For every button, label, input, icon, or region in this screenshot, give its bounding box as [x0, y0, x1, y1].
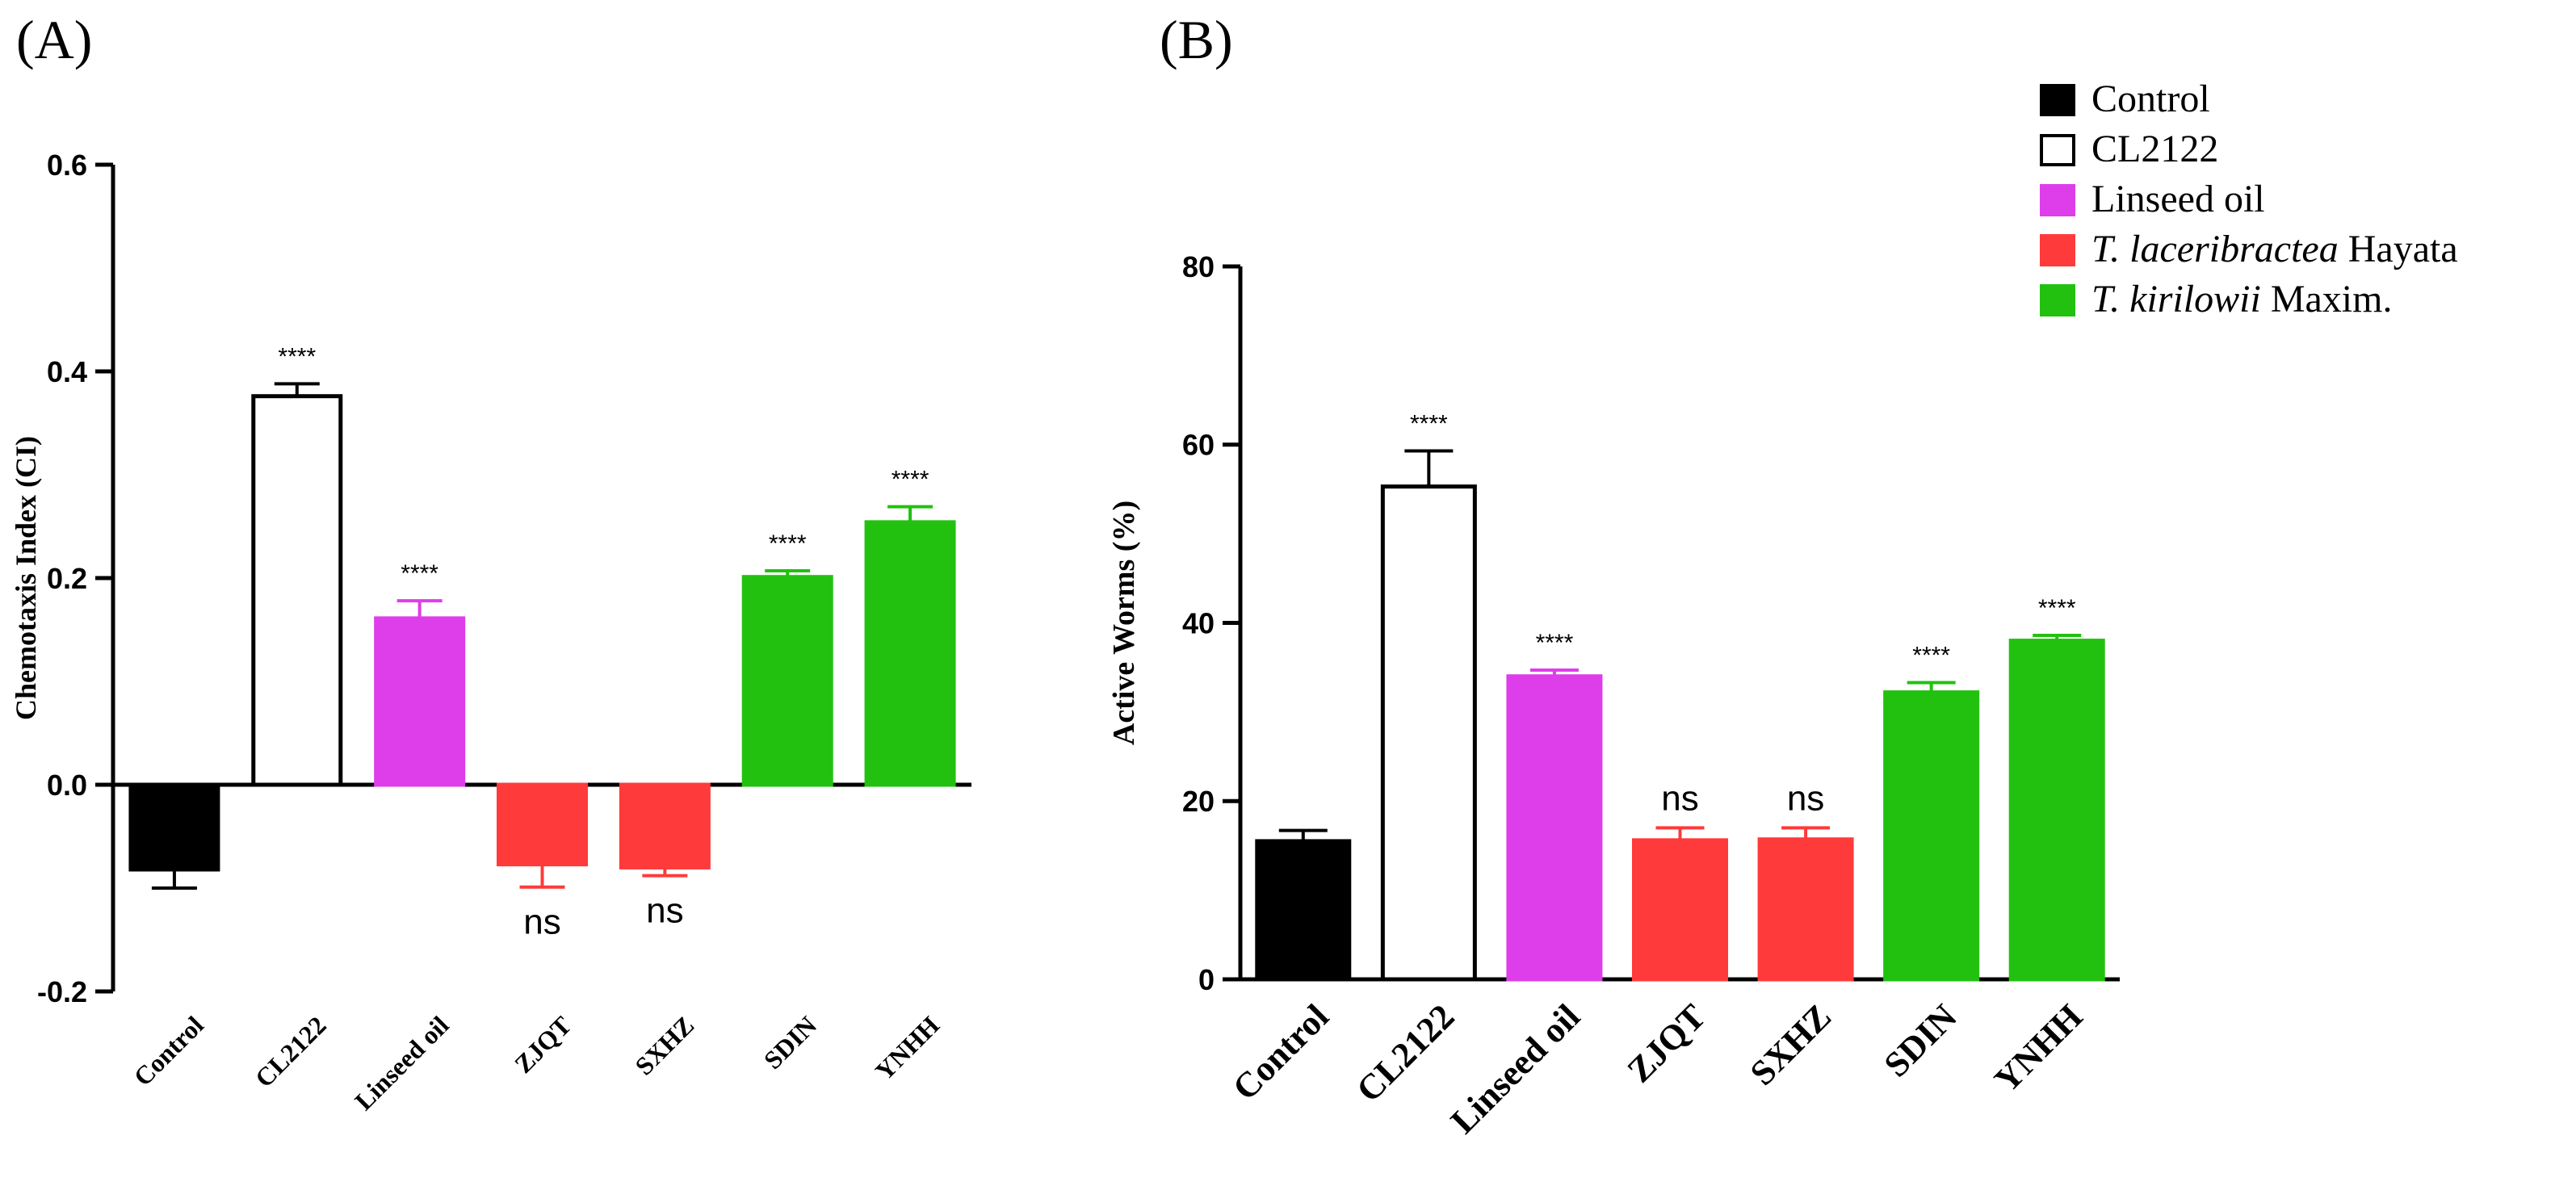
chart-b-bar-ynhh: [2008, 639, 2105, 982]
legend: Control CL2122 Linseed oil T. laceribractea…: [2040, 78, 2458, 321]
chart-b-significance-ynhh: ****: [2038, 595, 2076, 622]
chart-a-bar-cl2122: [251, 394, 343, 787]
chart-a-y-tick-label: 0.0: [47, 769, 87, 802]
chart-b-category-label-zjqt: ZJQT: [1620, 996, 1714, 1090]
chart-b-significance-cl2122: ****: [1410, 410, 1448, 437]
chart-a-category-label-cl2122: CL2122: [250, 1010, 332, 1092]
chart-b-bar-cl2122: [1380, 484, 1477, 982]
chart-b-category-label-sdin: SDIN: [1877, 996, 1965, 1084]
chart-a-bar-linseed-oil: [374, 616, 466, 787]
chart-b-y-tick-label: 80: [1182, 250, 1215, 283]
chart-b-category-label-control: Control: [1225, 996, 1336, 1108]
chart-a-significance-zjqt: ns: [523, 903, 560, 942]
legend-swatch-linseed-oil: [2040, 184, 2075, 216]
legend-label-cl2122: CL2122: [2091, 128, 2218, 170]
chart-a-significance-cl2122: ****: [278, 343, 316, 370]
legend-label-t-kirilowii-maxim: T. kirilowii Maxim.: [2091, 278, 2392, 321]
chart-b-significance-sxhz: ns: [1787, 778, 1824, 818]
legend-label-linseed-oil: Linseed oil: [2091, 178, 2265, 220]
chart-b-category-label-ynhh: YNHH: [1987, 996, 2090, 1100]
chart-a-y-tick-label: 0.4: [47, 355, 87, 388]
chart-b: 0 20 40 60 80 Active Worms (%) Control **** CL21…: [1107, 250, 2120, 1141]
chart-b-y-tick-label: 20: [1182, 785, 1215, 818]
chart-a-y-tick-label: 0.2: [47, 562, 87, 595]
chart-a-category-label-control: Control: [128, 1010, 209, 1092]
legend-label-t-laceribractea-hayata: T. laceribractea Hayata: [2091, 228, 2458, 270]
legend-swatch-cl2122: [2040, 134, 2075, 166]
chart-a: -0.2 0.0 0.2 0.4 0.6 Chemotaxis Index (CI) Con…: [10, 149, 971, 1116]
legend-label-control: Control: [2091, 78, 2210, 120]
chart-a-significance-sxhz: ns: [646, 891, 683, 931]
chart-b-category-label-sxhz: SXHZ: [1743, 996, 1839, 1092]
legend-swatch-control: [2040, 84, 2075, 116]
chart-a-bar-sdin: [741, 575, 833, 787]
chart-a-significance-linseed-oil: ****: [401, 560, 438, 587]
chart-a-significance-sdin: ****: [769, 530, 807, 557]
chart-a-category-label-zjqt: ZJQT: [509, 1010, 577, 1079]
chart-b-y-tick-label: 40: [1182, 606, 1215, 639]
chart-b-significance-sdin: ****: [1912, 642, 1950, 668]
chart-b-category-label-linseed-oil: Linseed oil: [1443, 996, 1588, 1141]
chart-a-bar-zjqt: [497, 782, 588, 867]
chart-b-y-axis-title: Active Worms (%): [1107, 501, 1141, 745]
chart-a-y-axis-title: Chemotaxis Index (CI): [10, 436, 42, 720]
legend-swatch-t-kirilowii-maxim: [2040, 284, 2075, 316]
chart-b-y-tick-label: 0: [1198, 963, 1215, 996]
chart-a-category-label-sdin: SDIN: [758, 1010, 823, 1075]
chart-a-category-label-linseed-oil: Linseed oil: [349, 1010, 455, 1116]
chart-b-y-tick-label: 60: [1182, 429, 1215, 462]
chart-a-bar-control: [128, 782, 220, 872]
chart-b-significance-linseed-oil: ****: [1536, 630, 1574, 656]
chart-b-bar-sdin: [1883, 690, 1980, 982]
chart-b-bar-zjqt: [1632, 838, 1728, 982]
chart-a-y-tick-label: -0.2: [37, 975, 87, 1008]
chart-b-bar-control: [1255, 839, 1352, 982]
chart-b-bar-sxhz: [1757, 837, 1854, 982]
chart-a-category-label-sxhz: SXHZ: [629, 1010, 699, 1080]
chart-b-bar-linseed-oil: [1506, 674, 1603, 982]
chart-a-category-label-ynhh: YNHH: [870, 1010, 945, 1085]
panel-label-b: (B): [1160, 9, 1233, 70]
chart-a-significance-ynhh: ****: [892, 467, 929, 493]
chart-b-significance-zjqt: ns: [1661, 778, 1698, 818]
panel-label-a: (A): [16, 9, 92, 70]
legend-swatch-t-laceribractea-hayata: [2040, 234, 2075, 266]
chart-b-category-label-cl2122: CL2122: [1349, 996, 1462, 1109]
chart-a-y-tick-label: 0.6: [47, 149, 87, 182]
chart-a-bar-ynhh: [864, 520, 956, 787]
chart-a-bar-sxhz: [619, 782, 711, 870]
